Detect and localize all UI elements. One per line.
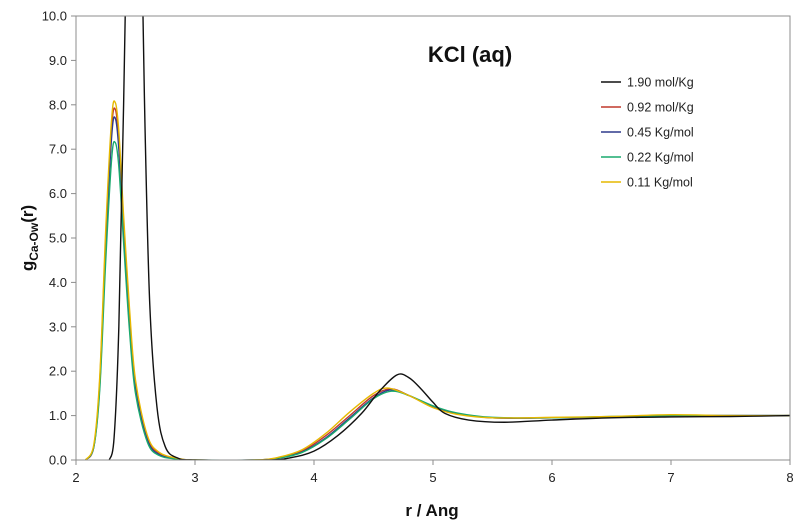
x-tick-label: 7 — [667, 470, 674, 485]
x-tick-label: 3 — [191, 470, 198, 485]
legend-label: 0.22 Kg/mol — [627, 151, 694, 165]
x-tick-label: 6 — [548, 470, 555, 485]
y-axis-title-suffix: (r) — [18, 205, 37, 223]
chart-title: KCl (aq) — [428, 42, 512, 67]
x-axis-ticks: 2 3 4 5 6 7 8 — [72, 460, 794, 485]
legend-label: 1.90 mol/Kg — [627, 76, 694, 90]
legend: 1.90 mol/Kg 0.92 mol/Kg 0.45 Kg/mol 0.22 Kg… — [601, 76, 694, 190]
y-tick-label: 0.0 — [49, 453, 67, 468]
y-axis-title: gCa-Ow(r) — [18, 205, 41, 271]
series-layer — [84, 16, 790, 460]
y-tick-label: 4.0 — [49, 275, 67, 290]
series-line-1 — [108, 16, 790, 460]
x-tick-label: 4 — [310, 470, 317, 485]
y-tick-label: 2.0 — [49, 364, 67, 379]
y-tick-label: 5.0 — [49, 231, 67, 246]
y-axis-ticks: 0.0 1.0 2.0 3.0 4.0 5.0 6.0 7.0 8.0 9.0 10.0 — [42, 9, 76, 468]
legend-label: 0.92 mol/Kg — [627, 101, 694, 115]
y-tick-label: 7.0 — [49, 142, 67, 157]
y-axis-title-main: g — [18, 261, 37, 271]
x-tick-label: 2 — [72, 470, 79, 485]
y-tick-label: 9.0 — [49, 53, 67, 68]
y-tick-label: 6.0 — [49, 186, 67, 201]
x-tick-label: 8 — [786, 470, 793, 485]
x-axis-title: r / Ang — [405, 501, 458, 520]
y-tick-label: 8.0 — [49, 97, 67, 112]
y-axis-title-subscript: Ca-Ow — [27, 222, 41, 261]
plot-frame — [75, 15, 791, 461]
y-tick-label: 10.0 — [42, 9, 67, 24]
y-tick-label: 1.0 — [49, 408, 67, 423]
legend-label: 0.45 Kg/mol — [627, 126, 694, 140]
y-tick-label: 3.0 — [49, 319, 67, 334]
legend-label: 0.11 Kg/mol — [627, 176, 693, 190]
series-line-5 — [84, 100, 790, 460]
x-tick-label: 5 — [429, 470, 436, 485]
